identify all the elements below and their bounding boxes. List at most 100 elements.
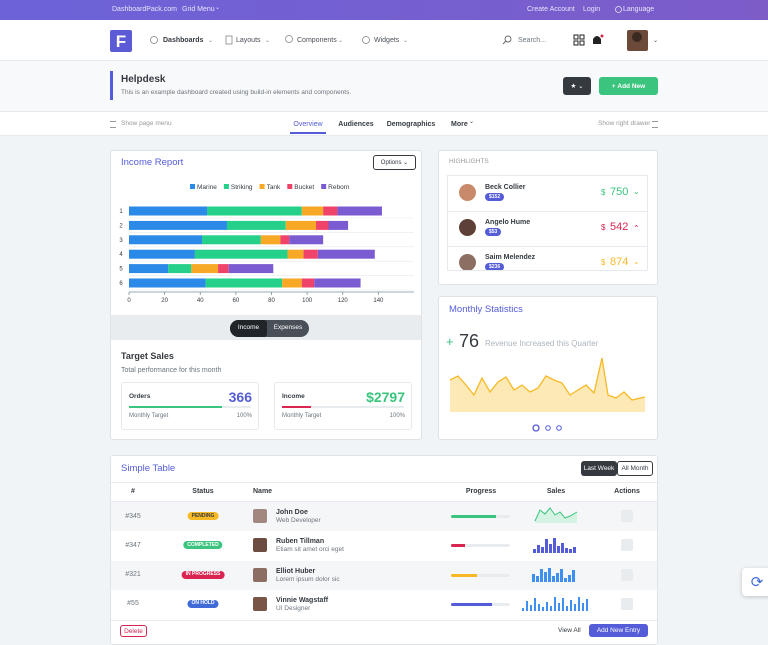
table-rule xyxy=(111,501,657,502)
row-id: #55 xyxy=(127,600,139,608)
page-title: Helpdesk xyxy=(121,74,166,85)
row-id: #321 xyxy=(125,571,141,579)
progress-fill xyxy=(129,406,222,408)
row-id: #347 xyxy=(125,541,141,549)
filter-button[interactable]: Last Week xyxy=(581,461,617,476)
column-header: Sales xyxy=(546,488,566,495)
bar-segment xyxy=(205,278,283,288)
logo[interactable]: F xyxy=(110,30,132,52)
y-tick-label: 3 xyxy=(119,238,123,244)
tab[interactable]: More xyxy=(451,121,468,128)
bar-segment xyxy=(129,206,208,216)
options-button[interactable]: Options ⌄ xyxy=(373,155,416,170)
bar-segment xyxy=(301,206,324,216)
bar-segment xyxy=(129,235,203,245)
table-rule xyxy=(111,620,657,621)
bar-segment xyxy=(317,249,375,259)
target-caption: Monthly Target xyxy=(282,413,322,419)
y-tick-label: 2 xyxy=(119,223,123,229)
tab[interactable]: Audiences xyxy=(338,121,374,128)
bar-segment xyxy=(285,220,317,230)
stat-value: 76 xyxy=(459,331,480,351)
action-button[interactable] xyxy=(621,510,633,522)
person-role: UI Designer xyxy=(276,604,311,612)
bar-segment xyxy=(129,220,227,230)
highlight-name: Angelo Hume xyxy=(485,219,531,226)
bar-segment xyxy=(194,249,288,259)
view-all[interactable]: View All xyxy=(558,627,581,634)
legend-label: Tank xyxy=(267,184,281,191)
filter-button[interactable]: All Month xyxy=(617,461,653,476)
nav-item[interactable]: Dashboards xyxy=(163,37,204,44)
svg-text:⌄: ⌄ xyxy=(208,38,213,44)
target-value: $2797 xyxy=(366,389,405,405)
legend-swatch xyxy=(321,184,327,189)
star-button[interactable]: ★ ⌄ xyxy=(563,77,591,95)
action-button[interactable] xyxy=(621,568,633,581)
legend-swatch xyxy=(223,184,229,189)
x-tick-label: 80 xyxy=(268,298,275,304)
tab[interactable]: Demographics xyxy=(386,121,436,128)
x-tick-label: 140 xyxy=(373,298,384,304)
add-label: Add New xyxy=(617,82,646,90)
nav-item[interactable]: Layouts xyxy=(236,37,261,44)
avatar xyxy=(253,538,267,553)
progress-track xyxy=(451,515,510,518)
nav-item[interactable]: Widgets xyxy=(374,37,400,44)
top-bar xyxy=(0,0,768,20)
tab-side[interactable]: Show right drawer xyxy=(598,120,651,127)
refresh-button[interactable]: ⟳ xyxy=(742,568,768,596)
action-button[interactable] xyxy=(621,539,633,552)
stats-card xyxy=(438,296,658,440)
tab-underline xyxy=(290,132,326,134)
tab-side[interactable]: Show page menu xyxy=(121,120,172,127)
y-tick-label: 6 xyxy=(119,281,123,287)
progress-track xyxy=(451,602,510,606)
column-header: Actions xyxy=(614,488,640,495)
y-tick-label: 5 xyxy=(119,267,123,273)
currency: $ xyxy=(601,188,606,197)
bar-segment xyxy=(303,249,318,259)
page-subtitle: This is an example dashboard created usi… xyxy=(121,89,352,96)
avatar xyxy=(253,567,267,582)
bar-segment xyxy=(129,249,195,259)
row-id: #345 xyxy=(125,512,141,520)
top-link[interactable]: Language xyxy=(623,6,655,13)
status-badge: COMPLETED xyxy=(183,541,223,550)
x-tick-label: 40 xyxy=(197,298,204,304)
highlight-badge: $53 xyxy=(485,228,502,236)
add-button[interactable]: + Add New xyxy=(599,77,658,95)
nav-item[interactable]: Components xyxy=(297,37,337,44)
status-badge: IN PROGRESS xyxy=(181,570,225,579)
x-tick-label: 120 xyxy=(338,298,349,304)
top-link[interactable]: Create Account xyxy=(527,6,575,13)
bar-segment xyxy=(191,264,219,274)
search[interactable]: Search... xyxy=(518,37,547,44)
section-subtitle: Total performance for this month xyxy=(121,367,222,374)
options-label: Options xyxy=(380,159,402,166)
highlight-name: Beck Collier xyxy=(485,184,526,191)
toggle-option[interactable]: Expenses xyxy=(273,324,303,332)
action-button[interactable] xyxy=(621,597,633,610)
bar-segment xyxy=(207,206,302,216)
brand-link[interactable]: DashboardPack.com xyxy=(112,6,177,13)
legend-swatch xyxy=(287,184,293,189)
status-badge: ON HOLD xyxy=(187,599,219,608)
top-link[interactable]: Login xyxy=(583,6,601,13)
svg-text:⌄: ⌄ xyxy=(265,38,270,44)
progress-track xyxy=(129,406,251,408)
tab[interactable]: Overview xyxy=(293,121,323,128)
target-label: Income xyxy=(282,393,305,400)
toggle-option[interactable]: Income xyxy=(230,320,267,337)
highlight-amount: 542 xyxy=(610,221,629,233)
person-role: Web Developer xyxy=(276,517,321,524)
avatar xyxy=(253,596,267,611)
avatar xyxy=(459,184,476,201)
card-title: Income Report xyxy=(121,157,184,168)
column-header: # xyxy=(131,488,135,495)
grid-menu[interactable]: Grid Menu xyxy=(182,6,215,13)
stat-prefix: + xyxy=(446,334,454,349)
